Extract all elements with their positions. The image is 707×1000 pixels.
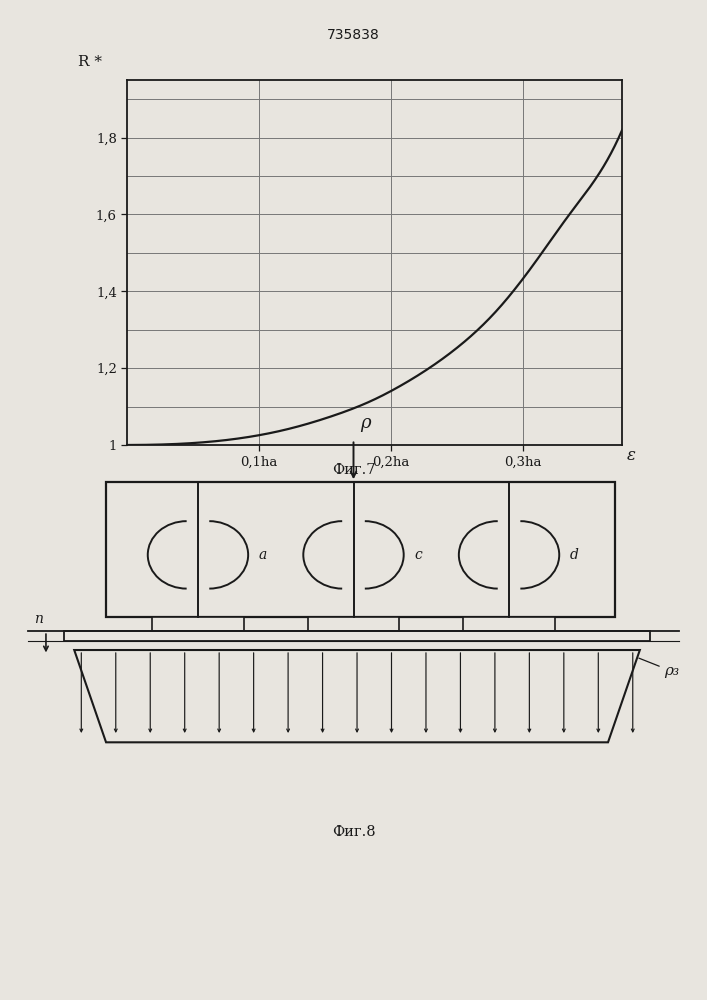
Text: ρ: ρ: [361, 414, 371, 432]
Bar: [106, 482, 615, 617]
Text: Фиг.7: Фиг.7: [332, 463, 375, 477]
Bar: [64, 631, 650, 641]
Text: 735838: 735838: [327, 28, 380, 42]
Bar: [308, 617, 399, 631]
Text: a: a: [259, 548, 267, 562]
Text: R *: R *: [78, 55, 102, 69]
Bar: [463, 617, 555, 631]
Text: d: d: [570, 548, 579, 562]
Text: c: c: [414, 548, 422, 562]
Text: Фиг.8: Фиг.8: [332, 825, 375, 839]
Bar: [152, 617, 244, 631]
Text: ρ₃: ρ₃: [639, 658, 679, 678]
Text: ε: ε: [627, 447, 636, 464]
Text: n: n: [35, 612, 43, 626]
